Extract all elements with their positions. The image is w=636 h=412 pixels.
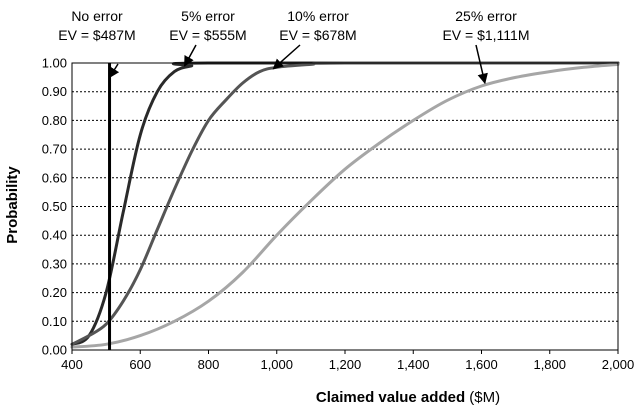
annotation-line1: 5% error	[181, 8, 235, 24]
y-tick-label: 0.60	[42, 170, 67, 185]
y-tick-label: 0.30	[42, 256, 67, 271]
x-axis-title: Claimed value added ($M)	[316, 389, 500, 406]
y-tick-label: 0.10	[42, 314, 67, 329]
y-tick-label: 0.90	[42, 84, 67, 99]
x-tick-label: 800	[198, 357, 220, 372]
annotation-25pct-error: 25% error EV = $1,111M	[442, 8, 530, 85]
annotation-line1: 10% error	[287, 8, 349, 24]
y-tick-label: 1.00	[42, 56, 67, 71]
annotation-line1: No error	[71, 8, 123, 24]
x-tick-label: 1,600	[465, 357, 498, 372]
y-tick-label: 0.80	[42, 113, 67, 128]
annotation-arrow	[183, 44, 197, 67]
annotation-no-error: No error EV = $487M	[58, 8, 136, 79]
series-25pct-error-line	[70, 62, 620, 349]
annotation-line1: 25% error	[455, 8, 517, 24]
axes: 0.00 0.10 0.20 0.30 0.40 0.50 0.60 0.70 0.80 0.90…	[42, 56, 635, 373]
x-tick-label: 1,200	[329, 357, 362, 372]
series-5pct-error-line	[70, 61, 620, 346]
series-10pct-error-line	[70, 61, 620, 346]
x-tick-label: 1,800	[533, 357, 566, 372]
x-tick-label: 400	[61, 357, 83, 372]
annotation-arrow	[272, 44, 301, 70]
x-tick-label: 600	[129, 357, 151, 372]
y-tick-label: 0.40	[42, 228, 67, 243]
annotation-10pct-error: 10% error EV = $678M	[272, 8, 357, 70]
plot-frame	[71, 62, 619, 351]
y-tick-label: 0.00	[42, 343, 67, 358]
annotation-line2: EV = $487M	[58, 27, 135, 43]
y-tick-label: 0.50	[42, 199, 67, 214]
annotation-arrow	[475, 44, 488, 85]
annotation-line2: EV = $1,111M	[442, 27, 529, 43]
annotation-line2: EV = $555M	[169, 27, 246, 43]
x-tick-label: 1,000	[260, 357, 293, 372]
x-tick-label: 1,400	[397, 357, 430, 372]
y-axis-title: Probability	[4, 166, 21, 244]
annotations: No error EV = $487M 5% error EV = $555M 10% …	[58, 8, 530, 85]
annotation-arrow	[108, 63, 120, 79]
x-tick-label: 2,000	[602, 357, 635, 372]
y-tick-label: 0.70	[42, 142, 67, 157]
annotation-line2: EV = $678M	[279, 27, 356, 43]
y-tick-label: 0.20	[42, 285, 67, 300]
annotation-5pct-error: 5% error EV = $555M	[169, 8, 247, 67]
